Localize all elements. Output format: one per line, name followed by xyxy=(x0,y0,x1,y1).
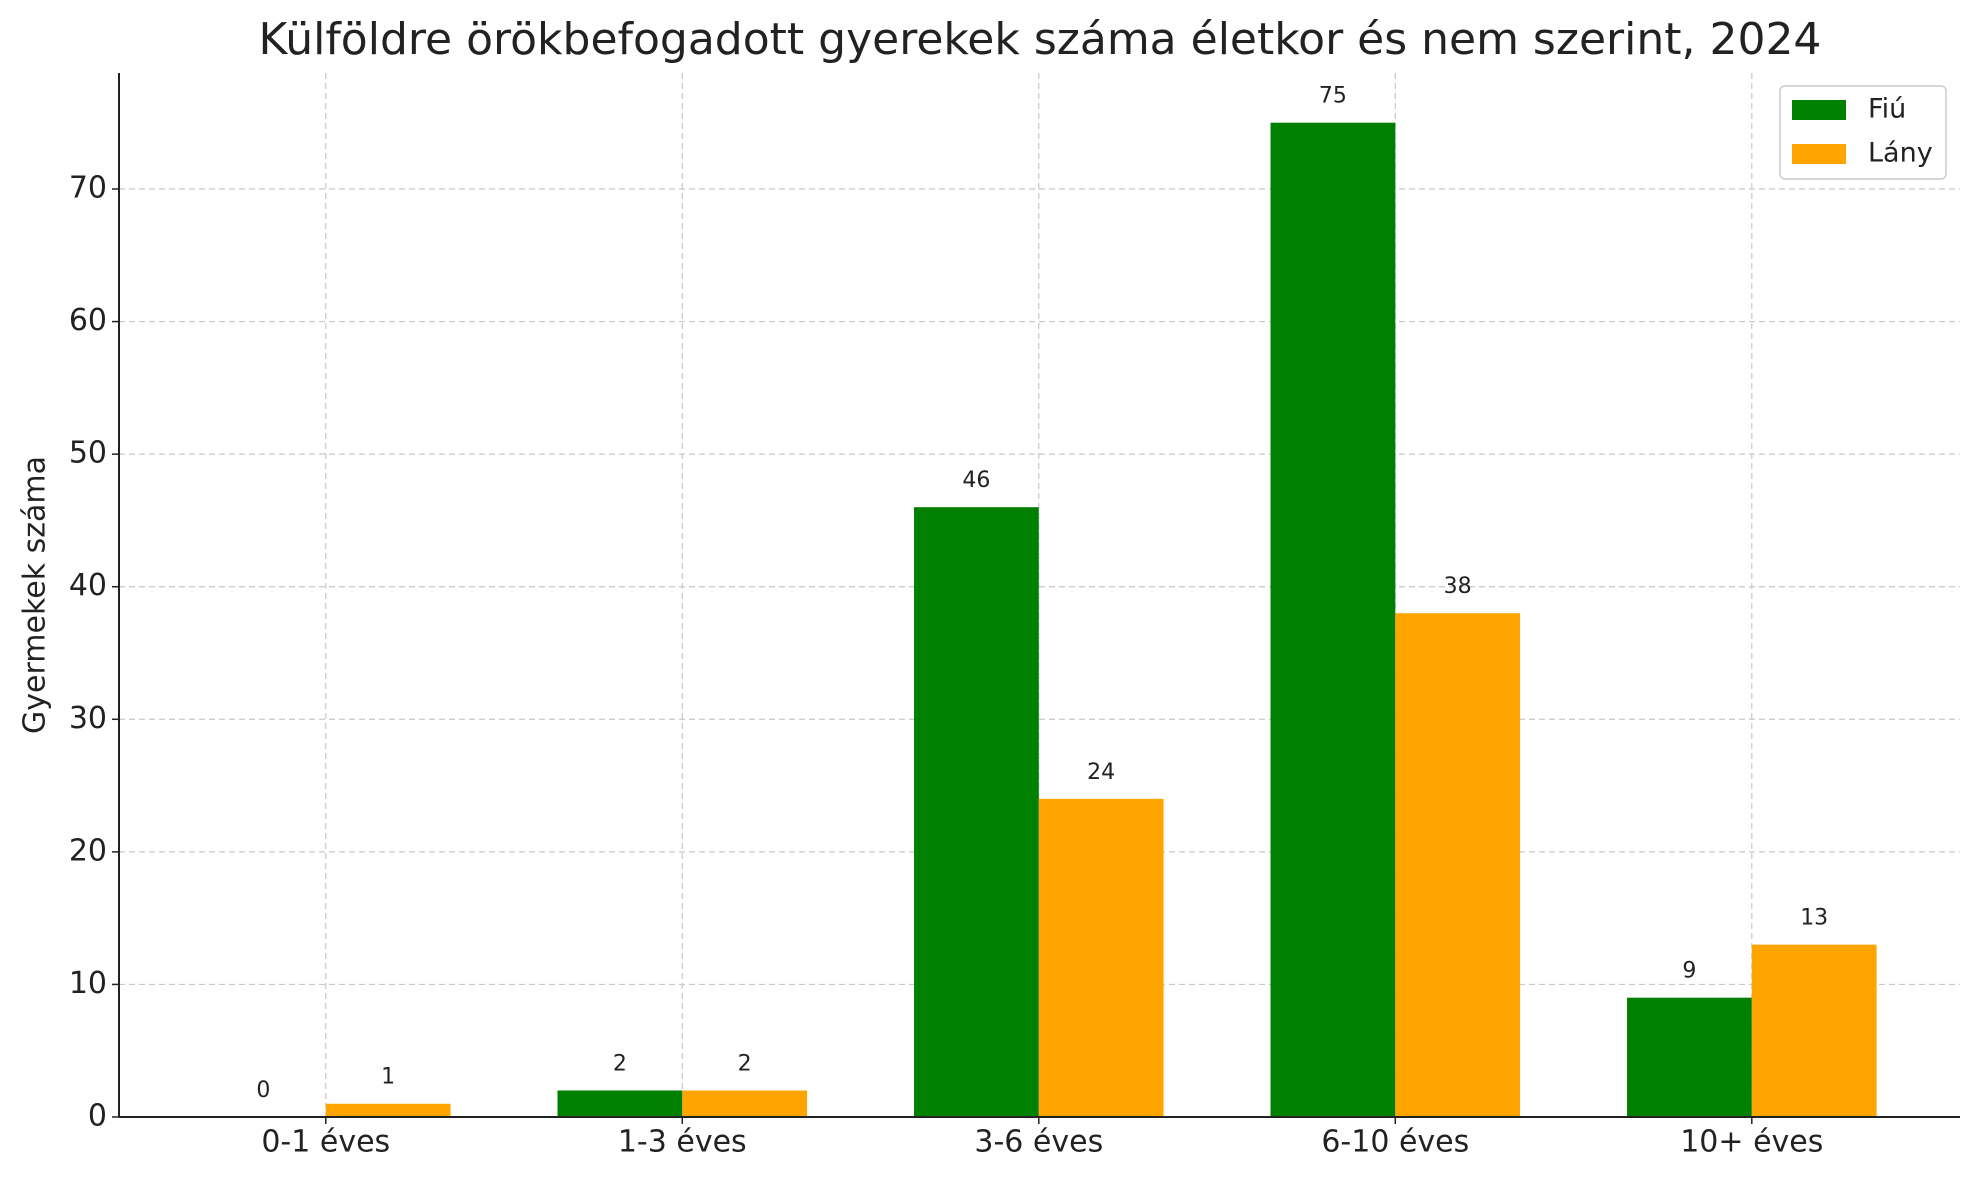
legend-label: Fiú xyxy=(1868,94,1906,125)
value-label: 24 xyxy=(1087,760,1115,785)
value-label: 0 xyxy=(256,1078,270,1103)
value-label: 1 xyxy=(381,1065,395,1090)
bar xyxy=(557,1090,683,1117)
value-label: 13 xyxy=(1800,906,1828,931)
bar xyxy=(914,507,1039,1118)
legend-label: Lány xyxy=(1868,138,1933,169)
value-label: 2 xyxy=(613,1051,627,1076)
value-label: 38 xyxy=(1444,574,1472,599)
legend-swatch xyxy=(1792,100,1846,120)
x-tick-label: 3-6 éves xyxy=(974,1125,1103,1160)
x-tick-label: 6-10 éves xyxy=(1321,1125,1469,1160)
bar xyxy=(325,1103,451,1117)
chart-title: Külföldre örökbefogadott gyerekek száma … xyxy=(259,14,1822,65)
x-tick-label: 0-1 éves xyxy=(261,1125,390,1160)
y-tick-label: 40 xyxy=(69,568,107,603)
y-tick-label: 50 xyxy=(69,436,107,471)
value-label: 46 xyxy=(962,468,990,493)
y-tick-label: 30 xyxy=(69,701,107,736)
x-tick-label: 1-3 éves xyxy=(618,1125,747,1160)
bar xyxy=(1751,944,1877,1117)
legend-swatch xyxy=(1792,144,1846,164)
value-label: 2 xyxy=(738,1051,752,1076)
bar xyxy=(1395,613,1521,1117)
bar xyxy=(1270,122,1396,1117)
bar xyxy=(1038,798,1164,1117)
value-label: 75 xyxy=(1319,84,1347,109)
legend: Fiú Lány xyxy=(1779,85,1947,180)
y-tick-label: 20 xyxy=(69,833,107,868)
y-tick-label: 0 xyxy=(88,1099,107,1134)
bar xyxy=(682,1090,808,1117)
bar xyxy=(1627,997,1752,1117)
y-tick-label: 60 xyxy=(69,303,107,338)
y-tick-label: 70 xyxy=(69,171,107,206)
y-axis-label: Gyermekek száma xyxy=(18,456,53,734)
x-tick-label: 10+ éves xyxy=(1680,1125,1823,1160)
y-tick-label: 10 xyxy=(69,966,107,1001)
value-label: 9 xyxy=(1682,959,1696,984)
